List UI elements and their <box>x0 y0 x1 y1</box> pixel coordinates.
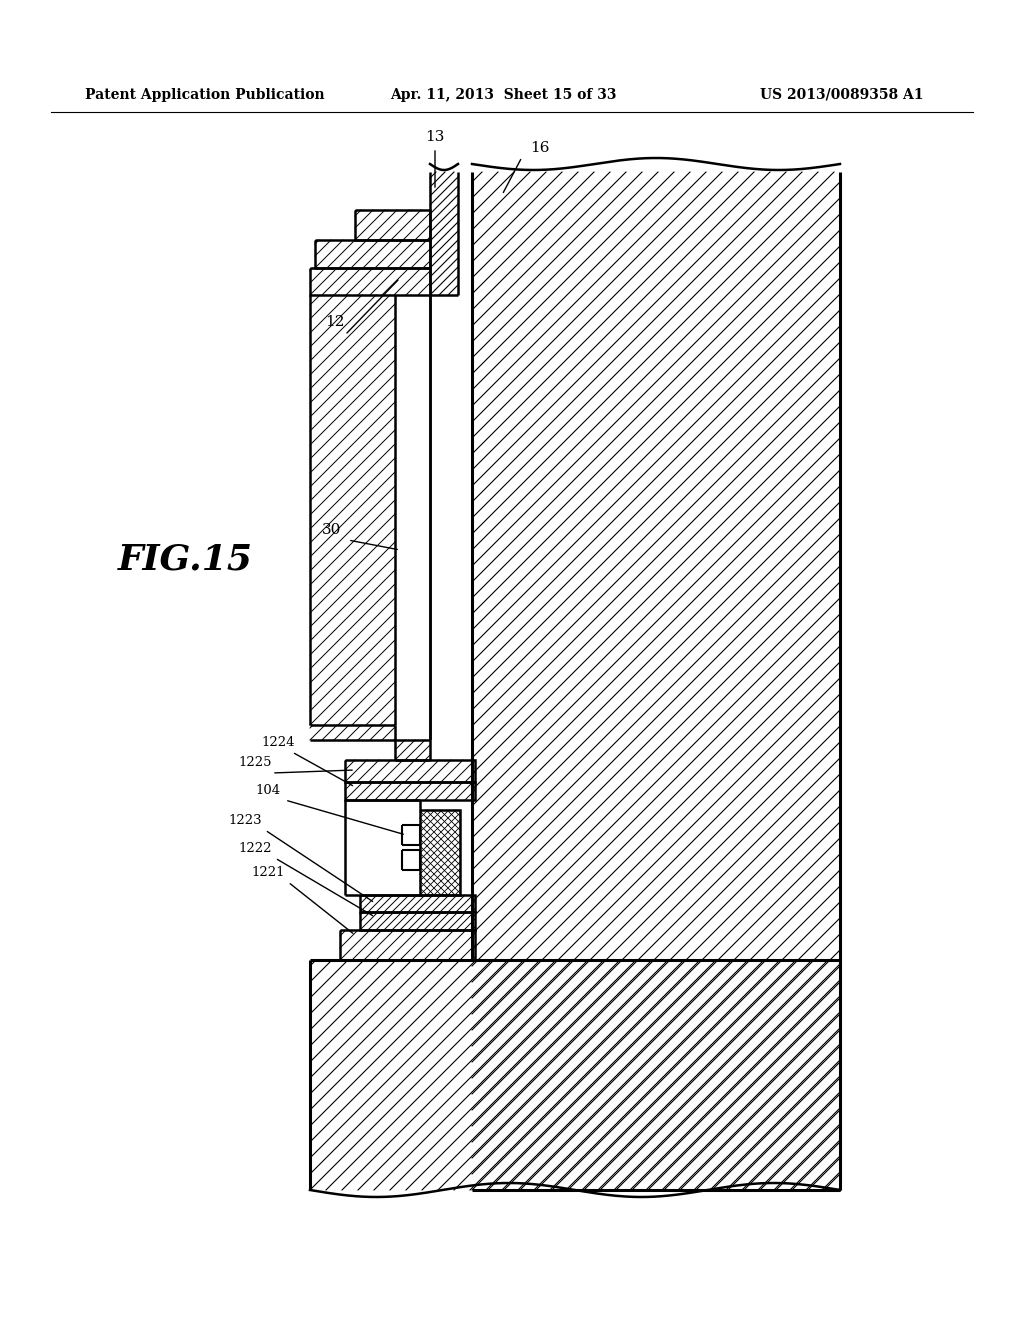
Text: FIG.15: FIG.15 <box>118 543 253 577</box>
Text: 1221: 1221 <box>251 866 285 879</box>
Text: 104: 104 <box>255 784 281 796</box>
Text: 1224: 1224 <box>261 735 295 748</box>
Text: 16: 16 <box>530 141 550 154</box>
Text: 13: 13 <box>425 129 444 144</box>
Text: US 2013/0089358 A1: US 2013/0089358 A1 <box>760 88 924 102</box>
Text: 1225: 1225 <box>239 755 271 768</box>
Text: 1223: 1223 <box>228 813 262 826</box>
Text: 12: 12 <box>326 315 345 329</box>
Text: Patent Application Publication: Patent Application Publication <box>85 88 325 102</box>
Text: 1222: 1222 <box>239 842 271 854</box>
Text: Apr. 11, 2013  Sheet 15 of 33: Apr. 11, 2013 Sheet 15 of 33 <box>390 88 616 102</box>
Text: 30: 30 <box>323 523 342 537</box>
